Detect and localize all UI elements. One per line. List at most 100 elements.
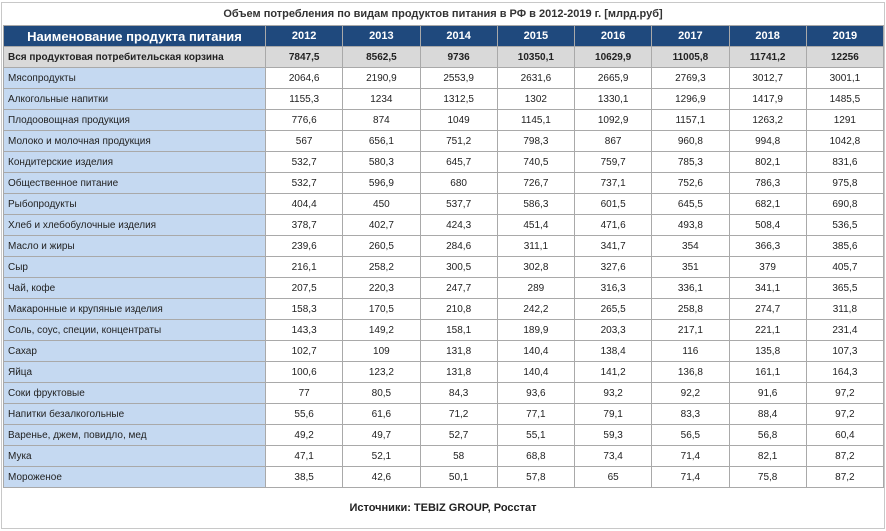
total-value: 11005,8 bbox=[651, 46, 730, 68]
row-value: 2769,3 bbox=[651, 67, 730, 89]
row-value: 143,3 bbox=[264, 319, 344, 341]
row-value: 402,7 bbox=[342, 214, 421, 236]
row-value: 189,9 bbox=[496, 319, 576, 341]
row-value: 532,7 bbox=[264, 172, 344, 194]
consumption-table: Наименование продукта питания 2012 2013 … bbox=[3, 25, 885, 488]
row-value: 960,8 bbox=[651, 130, 730, 152]
row-value: 341,1 bbox=[728, 277, 807, 299]
row-value: 79,1 bbox=[573, 403, 653, 425]
row-value: 258,2 bbox=[342, 256, 421, 278]
row-value: 2631,6 bbox=[496, 67, 576, 89]
total-value: 12256 bbox=[805, 46, 885, 68]
row-value: 274,7 bbox=[728, 298, 807, 320]
row-name: Алкогольные напитки bbox=[3, 88, 266, 110]
header-row: Наименование продукта питания 2012 2013 … bbox=[3, 25, 885, 47]
table-row: Сахар 102,7 109 131,8 140,4 138,4 116 135,8 107,… bbox=[3, 340, 885, 362]
row-value: 164,3 bbox=[805, 361, 885, 383]
row-value: 217,1 bbox=[651, 319, 730, 341]
table-row: Рыбопродукты 404,4 450 537,7 586,3 601,5 645,5… bbox=[3, 193, 885, 215]
row-value: 1312,5 bbox=[419, 88, 498, 110]
row-value: 109 bbox=[342, 340, 421, 362]
row-value: 284,6 bbox=[419, 235, 498, 257]
row-name: Масло и жиры bbox=[3, 235, 266, 257]
table-row: Мука 47,1 52,1 58 68,8 73,4 71,4 82,1 87,2 bbox=[3, 445, 885, 467]
row-name: Мясопродукты bbox=[3, 67, 266, 89]
row-value: 580,3 bbox=[342, 151, 421, 173]
row-value: 107,3 bbox=[805, 340, 885, 362]
row-value: 140,4 bbox=[496, 361, 576, 383]
row-value: 138,4 bbox=[573, 340, 653, 362]
row-value: 47,1 bbox=[264, 445, 344, 467]
row-value: 567 bbox=[264, 130, 344, 152]
row-value: 1157,1 bbox=[651, 109, 730, 131]
total-value: 11741,2 bbox=[728, 46, 807, 68]
table-row: Соки фруктовые 77 80,5 84,3 93,6 93,2 92,2 91,6… bbox=[3, 382, 885, 404]
total-value: 10350,1 bbox=[496, 46, 576, 68]
table-title: Объем потребления по видам продуктов пит… bbox=[223, 8, 663, 20]
table-row: Плодоовощная продукция 776,6 874 1049 1145,1… bbox=[3, 109, 885, 131]
row-value: 58 bbox=[419, 445, 498, 467]
row-name: Мороженое bbox=[3, 466, 266, 488]
row-value: 260,5 bbox=[342, 235, 421, 257]
row-value: 379 bbox=[728, 256, 807, 278]
header-year: 2015 bbox=[496, 25, 576, 47]
row-value: 1042,8 bbox=[805, 130, 885, 152]
row-name: Соль, соус, специи, концентраты bbox=[3, 319, 266, 341]
row-value: 141,2 bbox=[573, 361, 653, 383]
row-value: 536,5 bbox=[805, 214, 885, 236]
row-value: 60,4 bbox=[805, 424, 885, 446]
row-name: Сахар bbox=[3, 340, 266, 362]
row-value: 131,8 bbox=[419, 340, 498, 362]
row-name: Яйца bbox=[3, 361, 266, 383]
row-value: 994,8 bbox=[728, 130, 807, 152]
row-value: 136,8 bbox=[651, 361, 730, 383]
row-value: 57,8 bbox=[496, 466, 576, 488]
table-row: Чай, кофе 207,5 220,3 247,7 289 316,3 336,1 341… bbox=[3, 277, 885, 299]
row-value: 596,9 bbox=[342, 172, 421, 194]
row-value: 131,8 bbox=[419, 361, 498, 383]
row-value: 80,5 bbox=[342, 382, 421, 404]
row-value: 737,1 bbox=[573, 172, 653, 194]
row-value: 752,6 bbox=[651, 172, 730, 194]
row-value: 726,7 bbox=[496, 172, 576, 194]
row-value: 336,1 bbox=[651, 277, 730, 299]
row-value: 831,6 bbox=[805, 151, 885, 173]
row-value: 1291 bbox=[805, 109, 885, 131]
table-row: Яйца 100,6 123,2 131,8 140,4 141,2 136,8 161,1 1… bbox=[3, 361, 885, 383]
row-value: 385,6 bbox=[805, 235, 885, 257]
row-value: 311,8 bbox=[805, 298, 885, 320]
table-row: Мороженое 38,5 42,6 50,1 57,8 65 71,4 75,8 87,2 bbox=[3, 466, 885, 488]
row-value: 55,6 bbox=[264, 403, 344, 425]
row-value: 38,5 bbox=[264, 466, 344, 488]
row-value: 2064,6 bbox=[264, 67, 344, 89]
row-value: 424,3 bbox=[419, 214, 498, 236]
row-name: Сыр bbox=[3, 256, 266, 278]
row-value: 50,1 bbox=[419, 466, 498, 488]
row-name: Варенье, джем, повидло, мед bbox=[3, 424, 266, 446]
row-value: 149,2 bbox=[342, 319, 421, 341]
row-value: 97,2 bbox=[805, 403, 885, 425]
header-year: 2014 bbox=[419, 25, 498, 47]
row-value: 221,1 bbox=[728, 319, 807, 341]
row-value: 170,5 bbox=[342, 298, 421, 320]
row-name: Хлеб и хлебобулочные изделия bbox=[3, 214, 266, 236]
row-value: 354 bbox=[651, 235, 730, 257]
table-row: Хлеб и хлебобулочные изделия 378,7 402,7 42… bbox=[3, 214, 885, 236]
row-value: 365,5 bbox=[805, 277, 885, 299]
row-name: Соки фруктовые bbox=[3, 382, 266, 404]
row-value: 203,3 bbox=[573, 319, 653, 341]
row-value: 140,4 bbox=[496, 340, 576, 362]
table-row: Напитки безалкогольные 55,6 61,6 71,2 77,1 79… bbox=[3, 403, 885, 425]
row-value: 87,2 bbox=[805, 466, 885, 488]
table-row: Соль, соус, специи, концентраты 143,3 149,… bbox=[3, 319, 885, 341]
row-name: Молоко и молочная продукция bbox=[3, 130, 266, 152]
row-value: 75,8 bbox=[728, 466, 807, 488]
row-value: 216,1 bbox=[264, 256, 344, 278]
row-value: 493,8 bbox=[651, 214, 730, 236]
row-value: 158,3 bbox=[264, 298, 344, 320]
row-name: Чай, кофе bbox=[3, 277, 266, 299]
row-value: 300,5 bbox=[419, 256, 498, 278]
row-name: Общественное питание bbox=[3, 172, 266, 194]
row-value: 239,6 bbox=[264, 235, 344, 257]
